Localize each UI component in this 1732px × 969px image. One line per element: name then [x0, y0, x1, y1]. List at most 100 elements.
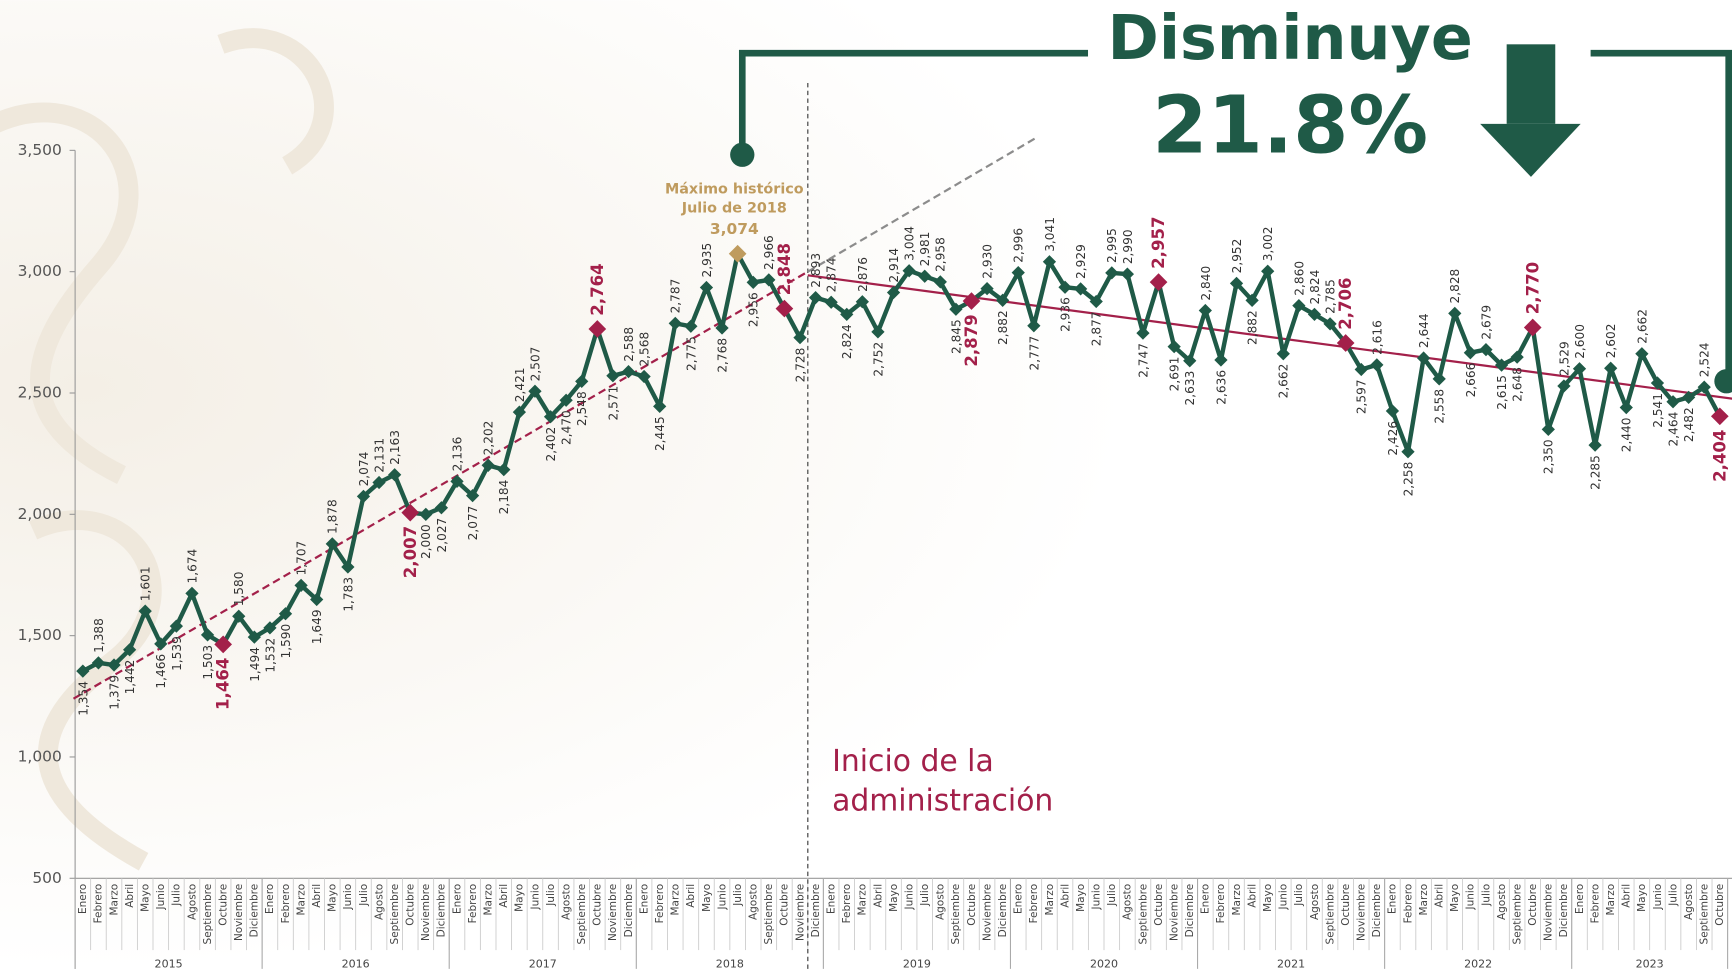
data-point	[808, 291, 823, 305]
data-point	[949, 302, 963, 316]
value-label: 2,662	[1277, 364, 1291, 399]
data-point	[1710, 407, 1729, 426]
value-label: 2,882	[996, 310, 1010, 345]
value-label: 2,648	[1511, 367, 1525, 402]
x-tick-label: Febrero	[1215, 884, 1227, 924]
x-tick-label: Febrero	[93, 884, 105, 924]
x-tick-label: Octubre	[1527, 884, 1539, 926]
value-label: 1,532	[263, 638, 277, 673]
value-label: 1,878	[326, 499, 340, 534]
headline-bracket	[738, 49, 1732, 382]
value-label: 2,824	[1308, 269, 1322, 304]
x-tick-label: Junio	[716, 884, 728, 911]
x-tick-label: Febrero	[280, 884, 292, 924]
data-point	[1214, 353, 1228, 367]
value-label: 2,202	[482, 421, 496, 456]
max-annotation: Julio de 2018	[681, 200, 787, 216]
x-tick-label: Diciembre	[436, 884, 448, 938]
data-point	[621, 365, 636, 379]
y-tick-label: 1,000	[18, 747, 62, 765]
value-label: 3,041	[1043, 217, 1057, 252]
data-point	[793, 331, 807, 345]
highlight-value-label: 2,764	[588, 263, 607, 315]
data-point	[684, 319, 698, 333]
x-tick-label: Marzo	[1231, 884, 1243, 916]
data-point	[1336, 334, 1355, 352]
value-label: 1,539	[170, 636, 184, 671]
x-tick-label: Junio	[1091, 884, 1103, 911]
data-point	[107, 658, 121, 672]
data-point	[762, 273, 776, 287]
value-label: 1,649	[310, 609, 324, 644]
value-label: 2,507	[528, 347, 542, 382]
x-tick-label: Junio	[155, 884, 167, 911]
start-marker-text: administración	[832, 784, 1053, 819]
data-point	[512, 405, 526, 419]
x-tick-label: Julio	[545, 884, 557, 907]
x-tick-label: Abril	[685, 884, 697, 908]
x-tick-label: Septiembre	[1511, 884, 1523, 945]
value-label: 1,379	[107, 675, 121, 710]
x-tick-label: Octubre	[779, 884, 791, 926]
data-point	[434, 501, 449, 515]
value-label: 2,914	[887, 248, 901, 283]
data-point	[1588, 438, 1602, 452]
x-tick-label: Diciembre	[997, 884, 1009, 938]
data-point	[247, 630, 261, 644]
value-label: 2,541	[1651, 393, 1665, 428]
x-tick-label: Abril	[1059, 884, 1071, 908]
year-label: 2016	[342, 957, 370, 969]
x-tick-label: Julio	[919, 884, 931, 907]
bracket-dot	[1714, 369, 1732, 394]
value-label: 2,600	[1573, 324, 1587, 359]
value-label: 2,588	[622, 327, 636, 362]
data-point	[1027, 319, 1041, 333]
value-label: 2,981	[918, 232, 932, 267]
data-point	[1619, 400, 1633, 415]
value-label: 2,524	[1698, 342, 1712, 377]
x-tick-label: Diciembre	[249, 884, 261, 938]
data-point	[310, 592, 324, 607]
value-label: 2,845	[949, 319, 963, 354]
data-point	[653, 399, 667, 413]
data-point	[294, 578, 308, 593]
x-tick-label: Diciembre	[810, 884, 822, 938]
value-label: 2,529	[1557, 341, 1571, 376]
value-label: 2,027	[435, 518, 449, 553]
x-tick-label: Enero	[1574, 884, 1586, 914]
value-label: 2,636	[1214, 370, 1228, 405]
data-point	[1149, 273, 1168, 291]
value-label: 2,828	[1448, 269, 1462, 304]
x-tick-label: Junio	[1652, 884, 1664, 911]
highlight-value-label: 1,464	[214, 658, 233, 710]
y-tick-label: 2,000	[18, 505, 62, 523]
x-tick-label: Agosto	[560, 884, 572, 920]
data-point	[1416, 351, 1431, 365]
data-point	[1494, 358, 1509, 372]
data-point	[214, 635, 232, 654]
x-tick-label: Marzo	[108, 884, 120, 916]
x-tick-label: Mayo	[140, 884, 152, 912]
highlight-value-label: 2,007	[401, 526, 420, 578]
y-tick-label: 1,500	[18, 626, 62, 644]
x-tick-label: Agosto	[1309, 884, 1321, 920]
highlight-value-label: 2,848	[775, 243, 794, 295]
value-label: 2,426	[1386, 421, 1400, 456]
value-label: 2,470	[560, 410, 574, 445]
x-tick-label: Febrero	[467, 884, 479, 924]
data-point	[1105, 266, 1119, 280]
data-point	[1058, 280, 1072, 294]
data-point	[668, 316, 682, 330]
data-point	[728, 244, 747, 263]
year-label: 2020	[1090, 957, 1118, 969]
value-label: 2,602	[1604, 324, 1618, 359]
x-tick-label: Marzo	[1418, 884, 1430, 916]
value-label: 2,548	[575, 391, 589, 426]
data-point	[1261, 264, 1275, 278]
data-point	[497, 463, 511, 477]
value-label: 2,440	[1620, 418, 1634, 453]
data-point	[263, 621, 277, 635]
value-label: 2,077	[466, 506, 480, 541]
x-tick-label: Septiembre	[576, 884, 588, 945]
